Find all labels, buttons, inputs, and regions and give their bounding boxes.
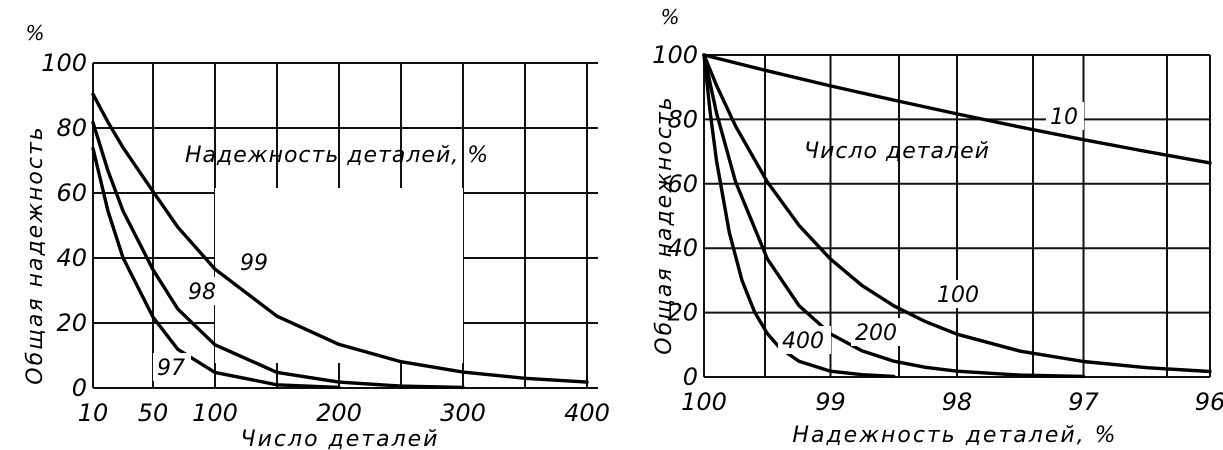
x-tick-label: 96 bbox=[1195, 388, 1223, 416]
series-label-400: 400 bbox=[782, 329, 824, 354]
x-tick-label: 400 bbox=[564, 399, 610, 427]
series-label-98: 98 bbox=[188, 280, 216, 305]
x-tick-label: 50 bbox=[138, 399, 169, 427]
series-label-bg bbox=[933, 280, 986, 308]
series-label-10: 10 bbox=[1050, 105, 1078, 130]
y-unit-label: % bbox=[660, 5, 679, 29]
x-tick-label: 10 bbox=[78, 399, 109, 427]
series-line-400 bbox=[702, 53, 896, 379]
y-axis-title: Общая надежность bbox=[23, 125, 48, 384]
y-tick-label: 100 bbox=[41, 49, 87, 77]
series-label-bg bbox=[153, 353, 191, 381]
x-tick-label: 97 bbox=[1068, 388, 1099, 416]
series-label-bg bbox=[184, 277, 222, 305]
y-tick-label: 40 bbox=[56, 244, 87, 272]
y-tick-label: 60 bbox=[667, 170, 698, 198]
x-axis-title: Надежность деталей, % bbox=[792, 423, 1117, 448]
x-tick-label: 100 bbox=[681, 388, 727, 416]
legend-title: Надежность деталей, % bbox=[185, 143, 489, 168]
x-tick-label: 99 bbox=[815, 388, 846, 416]
y-tick-label: 20 bbox=[667, 299, 698, 327]
series-label-99: 99 bbox=[240, 251, 268, 276]
series-label-100: 100 bbox=[937, 283, 979, 308]
y-tick-label: 100 bbox=[652, 41, 698, 69]
y-tick-label: 80 bbox=[56, 114, 87, 142]
legend-title: Число деталей bbox=[804, 139, 990, 164]
y-axis-title: Общая надежность bbox=[652, 95, 677, 354]
series-line-200 bbox=[702, 53, 1086, 379]
x-tick-label: 300 bbox=[440, 399, 486, 427]
series-label-bg bbox=[851, 318, 904, 346]
x-tick-label: 200 bbox=[316, 399, 362, 427]
x-tick-label: 100 bbox=[192, 399, 238, 427]
series-line-100 bbox=[702, 53, 1212, 374]
chart-right: 100 99 98 97 96 0 20 40 60 80 100% Надежность детал… bbox=[652, 5, 1223, 448]
x-axis-title: Число деталей bbox=[241, 427, 440, 450]
y-unit-label: % bbox=[25, 21, 44, 45]
series-line-97 bbox=[91, 146, 341, 390]
y-tick-label: 40 bbox=[667, 234, 698, 262]
y-tick-label: 0 bbox=[683, 363, 698, 391]
series-label-bg bbox=[778, 326, 831, 354]
series-label-200: 200 bbox=[855, 321, 897, 346]
series-line-99 bbox=[91, 92, 589, 384]
x-tick-label: 98 bbox=[942, 388, 973, 416]
grid-right bbox=[703, 54, 1211, 378]
series-line-98 bbox=[91, 120, 465, 390]
y-tick-label: 0 bbox=[72, 374, 87, 402]
series-line-10 bbox=[702, 53, 1212, 165]
y-tick-label: 80 bbox=[667, 105, 698, 133]
series-label-bg bbox=[1046, 102, 1084, 130]
series-label-bg bbox=[236, 248, 274, 276]
y-tick-label: 60 bbox=[56, 179, 87, 207]
series-label-97: 97 bbox=[157, 356, 185, 381]
chart-left: 10 50 100 200 300 400 0 20 40 60 80 100% Число детал… bbox=[23, 21, 610, 450]
y-tick-label: 20 bbox=[56, 309, 87, 337]
